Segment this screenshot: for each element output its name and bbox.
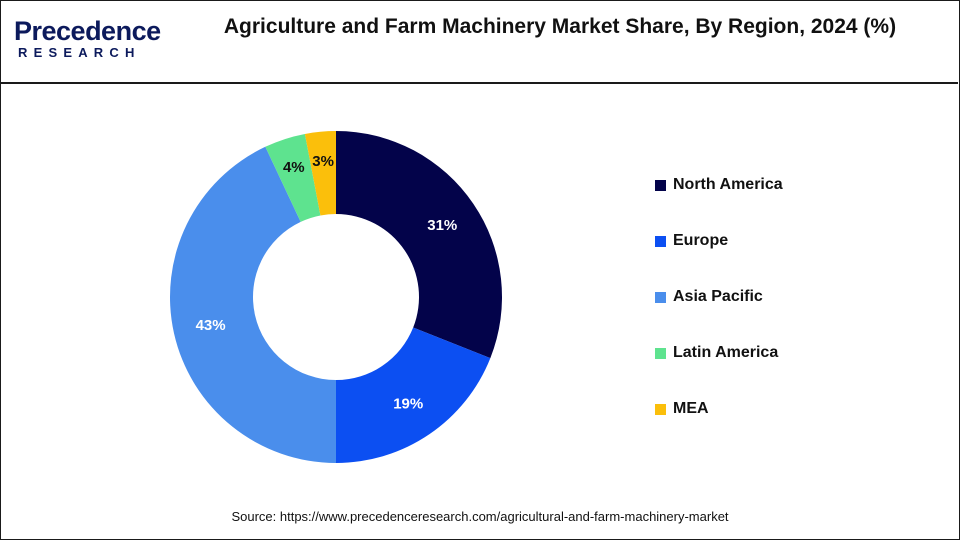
data-label-latin-america: 4% (283, 159, 305, 176)
legend-label: Europe (673, 232, 729, 249)
slice-europe (336, 327, 491, 463)
data-label-north-america: 31% (427, 217, 457, 234)
data-label-europe: 19% (393, 395, 423, 412)
data-label-asia-pacific: 43% (196, 317, 226, 334)
legend-label: Asia Pacific (673, 288, 763, 305)
legend-label: North America (673, 176, 783, 193)
donut-chart: 31% 19% 43% 4% 3% (169, 131, 502, 463)
slice-mea (304, 131, 336, 216)
logo-subtext: RESEARCH (18, 45, 141, 60)
legend-swatch (655, 404, 666, 415)
chart-title: Agriculture and Farm Machinery Market Sh… (223, 15, 897, 38)
legend-label: Latin America (673, 344, 779, 361)
slice-north-america (336, 131, 502, 359)
legend-label: MEA (673, 400, 709, 417)
header-divider (0, 82, 958, 84)
legend-swatch (655, 348, 666, 359)
precedence-research-logo: Precedence RESEARCH (14, 16, 164, 66)
legend-swatch (655, 180, 666, 191)
logo-wordmark: Precedence (14, 16, 161, 46)
data-label-mea: 3% (312, 153, 334, 170)
legend-swatch (655, 292, 666, 303)
legend-swatch (655, 236, 666, 247)
slice-latin-america (265, 133, 321, 222)
source-note: Source: https://www.precedenceresearch.c… (231, 509, 729, 524)
slice-asia-pacific (169, 146, 336, 463)
